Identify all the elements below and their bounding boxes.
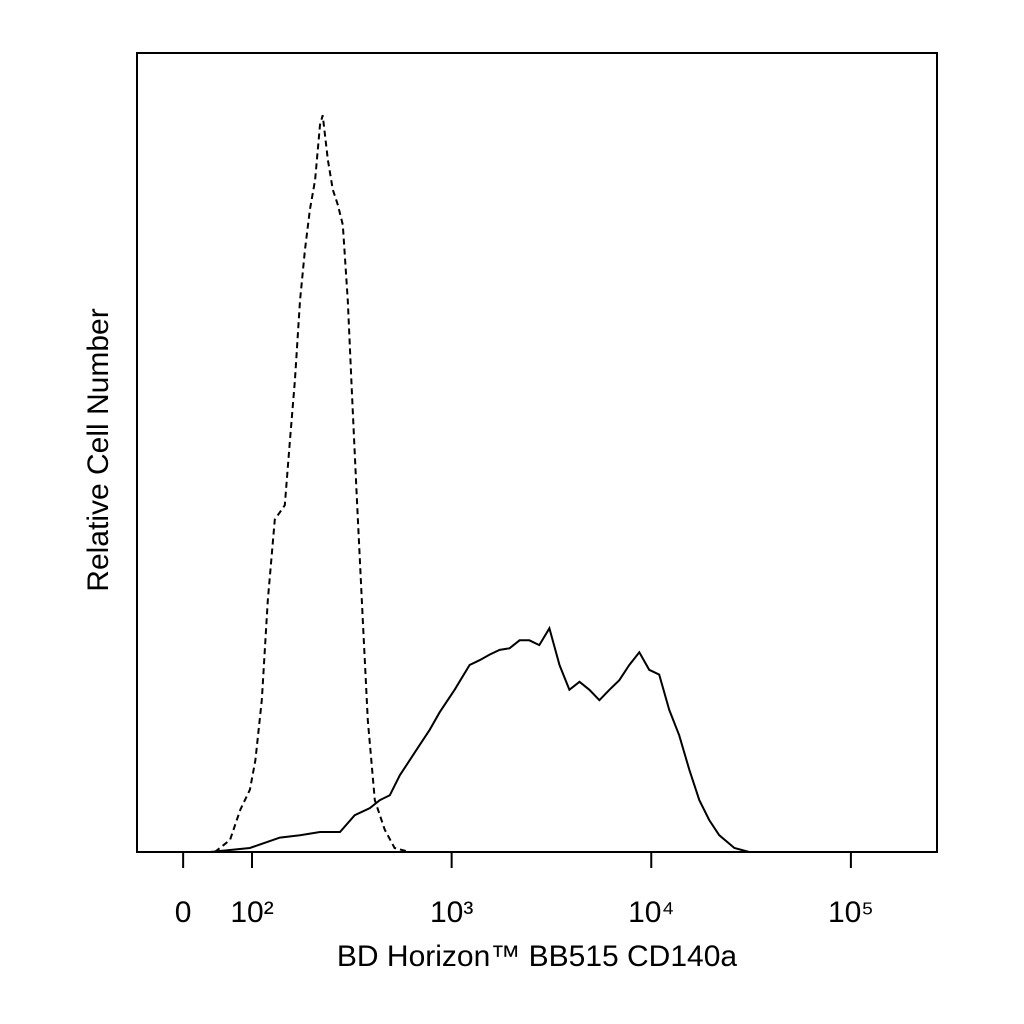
y-axis-label: Relative Cell Number xyxy=(82,308,115,591)
x-tick-label: 10² xyxy=(230,896,273,929)
x-tick-label: 10³ xyxy=(430,896,473,929)
histogram-line xyxy=(214,115,411,853)
x-tick-label: 10⁴ xyxy=(628,896,674,929)
x-tick-label: 10⁵ xyxy=(828,896,874,929)
x-tick-label: 0 xyxy=(175,896,192,929)
plot-frame xyxy=(136,52,938,853)
x-axis-label: BD Horizon™ BB515 CD140a xyxy=(337,940,738,973)
histogram-line xyxy=(209,625,929,853)
